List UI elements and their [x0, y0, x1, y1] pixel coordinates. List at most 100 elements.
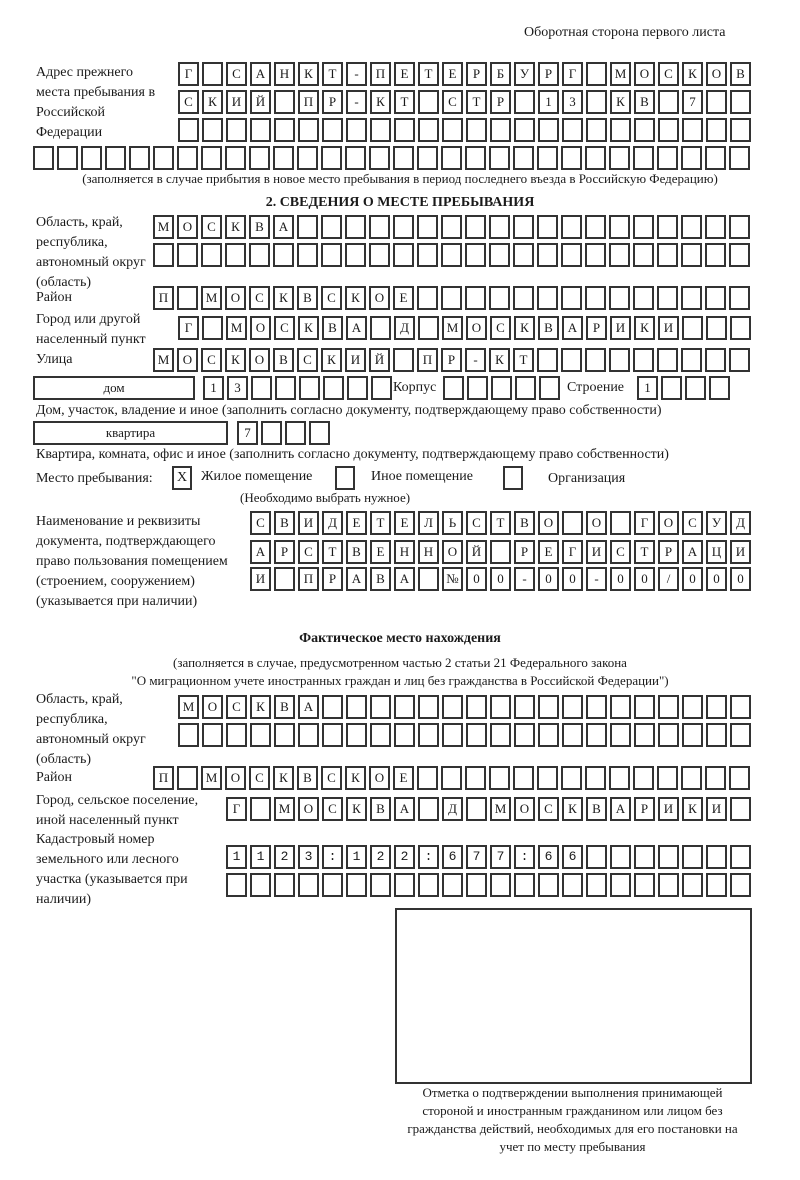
- char-cell[interactable]: [297, 215, 318, 239]
- char-cell[interactable]: [202, 316, 223, 340]
- char-cell[interactable]: [250, 845, 271, 869]
- char-cell[interactable]: [442, 845, 463, 869]
- char-cell[interactable]: [442, 695, 463, 719]
- char-cell[interactable]: Т: [513, 348, 534, 372]
- char-cell[interactable]: [609, 286, 630, 310]
- char-cell[interactable]: [490, 873, 511, 897]
- char-cell[interactable]: 0: [538, 567, 559, 591]
- char-cell[interactable]: [250, 797, 271, 821]
- char-cell[interactable]: [418, 845, 439, 869]
- char-cell[interactable]: [297, 146, 318, 170]
- char-cell[interactable]: М: [201, 766, 222, 790]
- char-cell[interactable]: С: [466, 511, 487, 535]
- char-cell[interactable]: [490, 723, 511, 747]
- char-cell[interactable]: А: [250, 540, 271, 564]
- char-cell[interactable]: Т: [322, 62, 343, 86]
- char-cell[interactable]: [657, 766, 678, 790]
- char-cell[interactable]: [657, 243, 678, 267]
- char-cell[interactable]: Г: [178, 62, 199, 86]
- char-cell[interactable]: Д: [730, 511, 751, 535]
- char-cell[interactable]: К: [273, 286, 294, 310]
- char-cell[interactable]: [298, 118, 319, 142]
- char-cell[interactable]: [394, 118, 415, 142]
- char-cell[interactable]: [322, 695, 343, 719]
- char-cell[interactable]: [562, 723, 583, 747]
- char-cell[interactable]: А: [250, 62, 271, 86]
- char-cell[interactable]: [466, 873, 487, 897]
- char-cell[interactable]: Т: [322, 540, 343, 564]
- char-cell[interactable]: [657, 286, 678, 310]
- char-cell[interactable]: [153, 243, 174, 267]
- char-cell[interactable]: В: [514, 511, 535, 535]
- char-cell[interactable]: [393, 215, 414, 239]
- char-cell[interactable]: [586, 90, 607, 114]
- char-cell[interactable]: Г: [562, 62, 583, 86]
- char-cell[interactable]: П: [153, 286, 174, 310]
- char-cell[interactable]: К: [682, 62, 703, 86]
- char-cell[interactable]: И: [250, 567, 271, 591]
- char-cell[interactable]: [394, 845, 415, 869]
- char-cell[interactable]: Ц: [706, 540, 727, 564]
- char-cell[interactable]: [298, 845, 319, 869]
- char-cell[interactable]: Р: [514, 540, 535, 564]
- char-cell[interactable]: [586, 873, 607, 897]
- char-cell[interactable]: У: [706, 511, 727, 535]
- char-cell[interactable]: [346, 118, 367, 142]
- char-cell[interactable]: С: [201, 215, 222, 239]
- char-cell[interactable]: [538, 845, 559, 869]
- char-cell[interactable]: [418, 316, 439, 340]
- char-cell[interactable]: К: [321, 348, 342, 372]
- char-cell[interactable]: Т: [490, 511, 511, 535]
- house-type-field[interactable]: дом: [33, 376, 195, 400]
- char-cell[interactable]: В: [538, 316, 559, 340]
- char-cell[interactable]: [417, 146, 438, 170]
- char-cell[interactable]: [658, 695, 679, 719]
- char-cell[interactable]: [465, 146, 486, 170]
- char-cell[interactable]: [562, 511, 583, 535]
- char-cell[interactable]: [513, 286, 534, 310]
- char-cell[interactable]: [586, 723, 607, 747]
- char-cell[interactable]: Т: [634, 540, 655, 564]
- char-cell[interactable]: [298, 873, 319, 897]
- char-cell[interactable]: К: [345, 766, 366, 790]
- char-cell[interactable]: П: [417, 348, 438, 372]
- char-cell[interactable]: К: [298, 62, 319, 86]
- char-cell[interactable]: [261, 421, 282, 445]
- char-cell[interactable]: В: [297, 286, 318, 310]
- char-cell[interactable]: [285, 421, 306, 445]
- char-cell[interactable]: [370, 118, 391, 142]
- char-cell[interactable]: О: [250, 316, 271, 340]
- char-cell[interactable]: Й: [369, 348, 390, 372]
- checkbox-residential[interactable]: X: [172, 466, 192, 490]
- char-cell[interactable]: Р: [586, 316, 607, 340]
- char-cell[interactable]: [489, 286, 510, 310]
- char-cell[interactable]: Д: [322, 511, 343, 535]
- char-cell[interactable]: Й: [250, 90, 271, 114]
- char-cell[interactable]: [418, 873, 439, 897]
- char-cell[interactable]: [250, 118, 271, 142]
- char-cell[interactable]: Е: [370, 540, 391, 564]
- char-cell[interactable]: О: [538, 511, 559, 535]
- char-cell[interactable]: [513, 766, 534, 790]
- char-cell[interactable]: [226, 118, 247, 142]
- char-cell[interactable]: О: [586, 511, 607, 535]
- char-cell[interactable]: [323, 376, 344, 400]
- char-cell[interactable]: С: [249, 286, 270, 310]
- char-cell[interactable]: О: [466, 316, 487, 340]
- char-cell[interactable]: П: [298, 90, 319, 114]
- char-cell[interactable]: Н: [394, 540, 415, 564]
- char-cell[interactable]: М: [490, 797, 511, 821]
- char-cell[interactable]: С: [442, 90, 463, 114]
- char-cell[interactable]: [298, 723, 319, 747]
- char-cell[interactable]: [274, 845, 295, 869]
- char-cell[interactable]: Е: [393, 286, 414, 310]
- char-cell[interactable]: 0: [730, 567, 751, 591]
- char-cell[interactable]: [705, 146, 726, 170]
- char-cell[interactable]: [321, 146, 342, 170]
- char-cell[interactable]: О: [249, 348, 270, 372]
- char-cell[interactable]: Г: [634, 511, 655, 535]
- char-cell[interactable]: Р: [466, 62, 487, 86]
- char-cell[interactable]: №: [442, 567, 463, 591]
- char-cell[interactable]: [466, 695, 487, 719]
- char-cell[interactable]: М: [153, 215, 174, 239]
